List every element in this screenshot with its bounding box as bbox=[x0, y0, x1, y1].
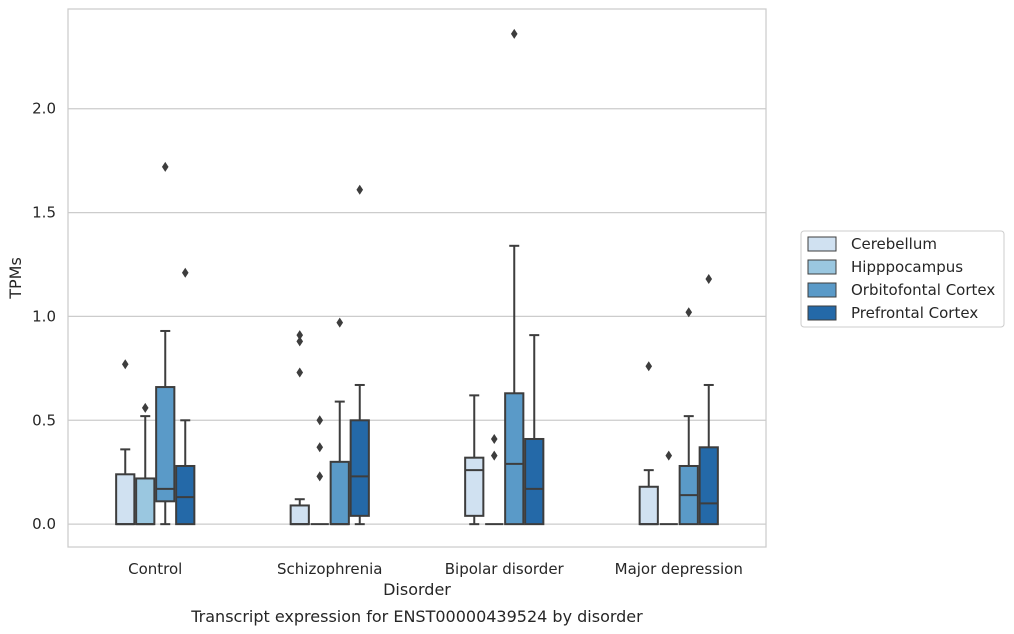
box-plot bbox=[678, 307, 699, 526]
plot-frame bbox=[67, 8, 767, 548]
box-plot bbox=[310, 415, 329, 526]
outlier-point bbox=[316, 415, 324, 426]
box-plot bbox=[289, 330, 310, 526]
chart-caption: Transcript expression for ENST0000043952… bbox=[190, 607, 643, 626]
box bbox=[349, 419, 370, 517]
outlier-point bbox=[336, 317, 344, 328]
box-plot bbox=[349, 184, 370, 526]
outlier-point bbox=[121, 359, 129, 370]
box bbox=[504, 392, 525, 526]
x-tick-label: Schizophrenia bbox=[277, 560, 382, 578]
outlier-point bbox=[705, 274, 713, 285]
y-tick-label: 1.0 bbox=[32, 307, 56, 325]
box bbox=[524, 437, 545, 526]
y-tick-label: 1.5 bbox=[32, 204, 56, 222]
box-plot bbox=[464, 394, 485, 526]
legend: Cerebellum Hipppocampus Orbitofontal Corte… bbox=[800, 230, 1005, 328]
box bbox=[329, 460, 350, 526]
outlier-point bbox=[490, 433, 498, 444]
outlier-point bbox=[665, 450, 673, 461]
box-plot bbox=[115, 359, 136, 526]
box-plot bbox=[175, 267, 196, 526]
box-plot bbox=[135, 402, 156, 526]
x-tick-label: Control bbox=[128, 560, 182, 578]
box bbox=[175, 464, 196, 526]
outlier-point bbox=[490, 450, 498, 461]
outlier-point bbox=[296, 336, 304, 347]
outlier-point bbox=[356, 184, 364, 195]
outlier-point bbox=[296, 330, 304, 341]
box bbox=[135, 477, 156, 526]
box bbox=[289, 504, 310, 526]
box-plot bbox=[155, 161, 176, 526]
y-axis-label: TPMs bbox=[6, 257, 25, 300]
y-tick-label: 0.0 bbox=[32, 515, 56, 533]
y-tick-label: 0.5 bbox=[32, 411, 56, 429]
box-plot bbox=[638, 361, 659, 526]
y-tick-label: 2.0 bbox=[32, 100, 56, 118]
legend-label: Cerebellum bbox=[851, 235, 937, 253]
box bbox=[155, 386, 176, 503]
x-tick-label: Bipolar disorder bbox=[445, 560, 565, 578]
legend-label: Prefrontal Cortex bbox=[851, 304, 978, 322]
box-plot bbox=[659, 450, 678, 526]
outlier-point bbox=[141, 402, 149, 413]
legend-swatch bbox=[807, 305, 837, 321]
box-plot bbox=[504, 28, 525, 526]
box-plot-series bbox=[115, 28, 719, 526]
box-plot bbox=[698, 274, 719, 526]
outlier-point bbox=[181, 267, 189, 278]
outlier-point bbox=[316, 471, 324, 482]
box bbox=[698, 446, 719, 526]
outlier-point bbox=[296, 367, 304, 378]
legend-swatch bbox=[807, 282, 837, 298]
outlier-point bbox=[161, 161, 169, 172]
outlier-point bbox=[510, 28, 518, 39]
x-tick-label: Major depression bbox=[615, 560, 743, 578]
x-tick-labels: Control Schizophrenia Bipolar disorder Majo… bbox=[128, 560, 743, 578]
legend-swatch bbox=[807, 259, 837, 275]
legend-label: Orbitofontal Cortex bbox=[851, 281, 995, 299]
box bbox=[115, 473, 136, 526]
box bbox=[638, 485, 659, 526]
outlier-point bbox=[316, 442, 324, 453]
outlier-point bbox=[685, 307, 693, 318]
box-plot bbox=[524, 334, 545, 526]
legend-frame bbox=[800, 230, 1005, 328]
y-tick-labels: 0.0 0.5 1.0 1.5 2.0 bbox=[32, 100, 56, 533]
box-plot bbox=[329, 317, 350, 526]
x-axis-label: Disorder bbox=[383, 580, 451, 599]
legend-swatch bbox=[807, 236, 837, 252]
box bbox=[464, 456, 485, 517]
box-plot bbox=[485, 433, 504, 526]
outlier-point bbox=[645, 361, 653, 372]
legend-label: Hipppocampus bbox=[851, 258, 963, 276]
